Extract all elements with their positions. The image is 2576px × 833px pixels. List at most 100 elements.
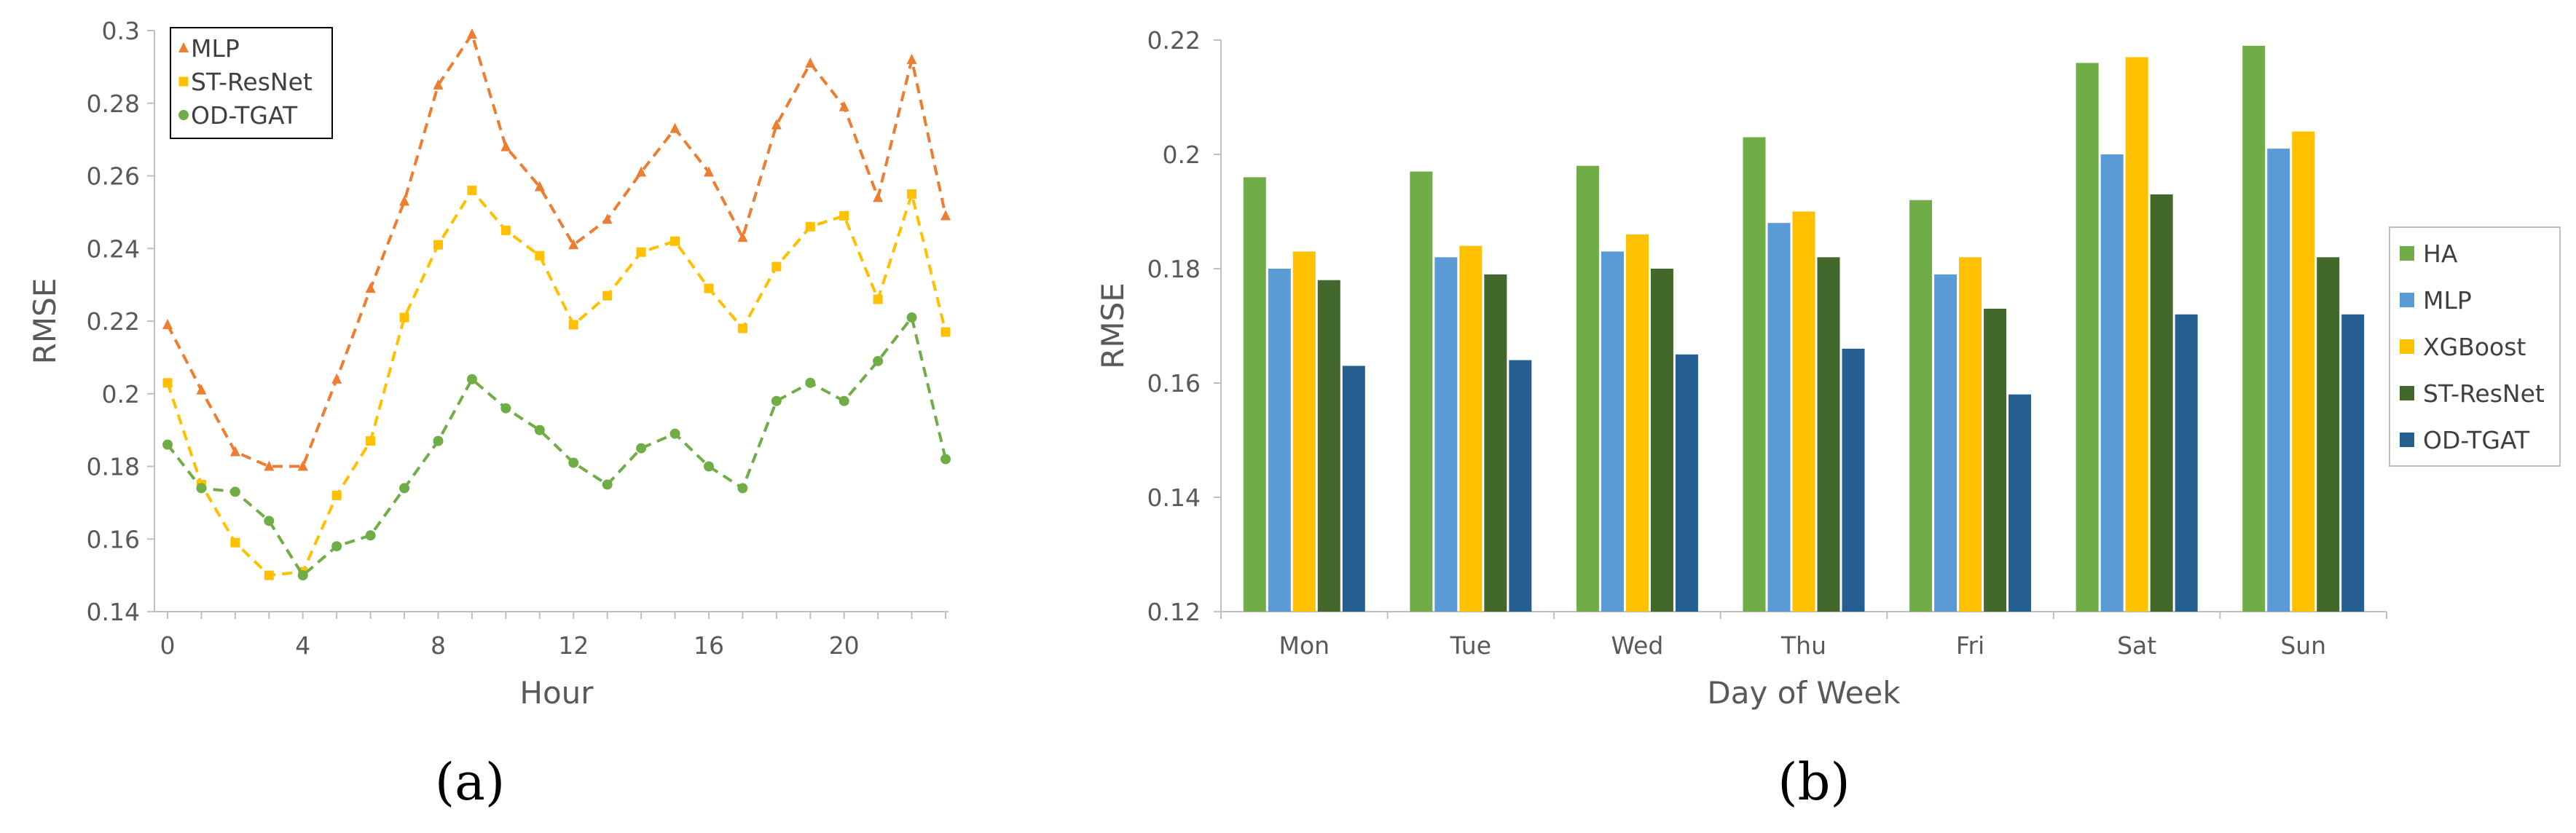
legend-swatch <box>2400 339 2414 354</box>
data-point <box>771 261 782 272</box>
legend-label: MLP <box>191 34 240 63</box>
x-tick-label: 4 <box>295 631 310 660</box>
data-point <box>839 100 849 111</box>
data-point <box>703 461 714 472</box>
data-point <box>602 291 613 301</box>
bar <box>1410 171 1433 612</box>
y-tick-label: 0.22 <box>87 307 140 336</box>
legend-swatch <box>2400 386 2414 400</box>
data-point <box>907 189 917 199</box>
y-tick-label: 0.28 <box>87 90 140 118</box>
legend: MLP ST-ResNet OD-TGAT <box>170 27 333 139</box>
y-tick-label: 0.24 <box>87 234 140 263</box>
series-line <box>166 31 947 468</box>
bar <box>2100 154 2124 612</box>
data-point <box>636 247 646 257</box>
bar <box>2175 314 2198 612</box>
data-point <box>500 225 511 235</box>
data-point <box>839 395 849 406</box>
data-point <box>466 374 477 384</box>
bar <box>2150 194 2173 612</box>
y-tick-label: 0.26 <box>87 162 140 191</box>
legend-label: ST-ResNet <box>191 68 313 96</box>
data-point <box>669 122 680 133</box>
data-point <box>568 457 579 468</box>
data-point <box>433 435 444 446</box>
data-point <box>365 283 376 293</box>
data-point <box>264 460 275 471</box>
data-point <box>839 210 849 221</box>
legend-label: XGBoost <box>2423 333 2526 361</box>
y-tick-label: 0.3 <box>102 17 140 45</box>
x-tick-label: Wed <box>1611 631 1663 660</box>
bar <box>1650 269 1673 612</box>
bar <box>1459 245 1483 612</box>
x-tick-label: Sat <box>2117 631 2156 660</box>
bar <box>1743 137 1766 612</box>
y-tick-label: 0.12 <box>1147 598 1201 626</box>
data-point <box>568 320 578 330</box>
data-point <box>229 446 240 457</box>
y-tick-label: 0.18 <box>87 453 140 481</box>
data-point <box>737 323 747 333</box>
data-point <box>230 537 240 548</box>
y-tick-label: 0.2 <box>102 380 140 408</box>
data-point <box>264 570 274 580</box>
bar <box>1576 165 1599 612</box>
data-point <box>906 312 917 323</box>
data-point <box>805 221 815 232</box>
data-point <box>331 541 342 552</box>
data-point <box>534 181 545 192</box>
data-point <box>873 294 883 304</box>
x-tick-label: 12 <box>558 631 589 660</box>
data-point <box>297 570 308 581</box>
data-point <box>331 373 342 384</box>
line-chart-panel-a: 0.14 0.16 0.18 0.2 0.22 0.24 0.26 0.28 0.3 0 4 8 12 1… <box>27 17 951 812</box>
x-axis-title: Hour <box>519 675 594 711</box>
x-tick-label: Thu <box>1780 631 1826 660</box>
bar-group-tue <box>1410 171 1532 612</box>
data-point <box>602 213 613 224</box>
y-tick-label: 0.14 <box>1147 483 1201 512</box>
series-line <box>166 188 947 577</box>
panel-label-a: (a) <box>435 752 505 812</box>
data-point <box>805 57 816 68</box>
data-point <box>670 236 680 246</box>
legend: HA MLP XGBoost ST-ResNet OD-TGAT <box>2389 226 2561 467</box>
bar <box>1934 274 1957 612</box>
data-point <box>365 530 376 541</box>
bar <box>1767 223 1791 612</box>
data-point <box>737 232 748 242</box>
data-point <box>636 443 647 454</box>
bar-group-sun <box>2242 45 2365 612</box>
bar <box>1342 366 1365 612</box>
bar <box>2125 57 2148 612</box>
bar <box>1909 200 1933 612</box>
bar <box>2076 63 2099 612</box>
bar <box>2292 131 2315 612</box>
bar <box>1509 360 1532 612</box>
bar <box>2008 394 2032 612</box>
legend-label: ST-ResNet <box>2423 379 2545 408</box>
bar <box>1959 257 1982 612</box>
y-axis-title: RMSE <box>1095 283 1131 369</box>
data-point <box>500 403 511 414</box>
data-point <box>366 436 376 446</box>
bar <box>2242 45 2266 612</box>
data-point <box>399 312 409 323</box>
series-line <box>166 314 947 578</box>
series-od-tgat <box>162 312 951 581</box>
legend-box <box>2389 226 2561 467</box>
x-tick-label: 8 <box>431 631 446 660</box>
data-point <box>466 28 477 39</box>
bar <box>1625 234 1649 612</box>
data-point <box>264 516 275 526</box>
bar-group-mon <box>1243 177 1365 612</box>
data-point <box>771 119 782 130</box>
y-tick-label: 0.2 <box>1163 141 1201 169</box>
data-point <box>162 439 173 450</box>
legend-swatch <box>2400 246 2414 261</box>
x-tick-label: 16 <box>694 631 724 660</box>
bar <box>1268 269 1291 612</box>
